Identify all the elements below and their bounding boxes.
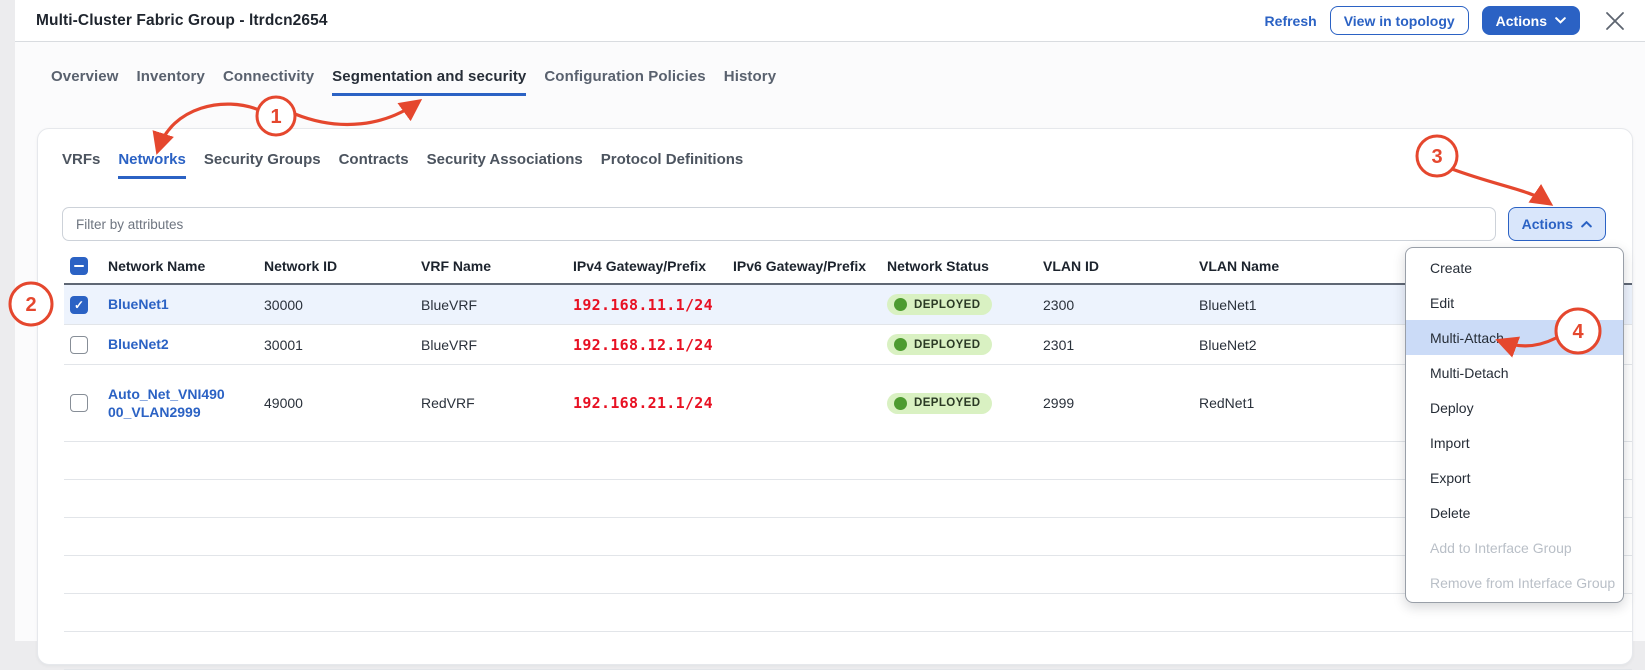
close-icon[interactable] [1603,9,1627,33]
status-dot-icon [894,397,907,410]
row-checkbox[interactable] [70,296,88,314]
status-badge: DEPLOYED [887,334,992,355]
menu-item-export[interactable]: Export [1406,460,1623,495]
title-bar-controls: Refresh View in topology Actions [1265,6,1627,35]
menu-item-multi-detach[interactable]: Multi-Detach [1406,355,1623,390]
menu-item-multi-attach[interactable]: Multi-Attach [1406,320,1623,355]
status-dot-icon [894,298,907,311]
cell-network-id: 30001 [264,337,421,353]
cell-vlan-id: 2999 [1043,395,1199,411]
empty-row [64,518,1632,556]
empty-row [64,556,1632,594]
tab-overview[interactable]: Overview [51,68,119,96]
row-checkbox-cell [64,336,108,354]
chevron-up-icon [1581,221,1592,228]
row-checkbox-cell [64,296,108,314]
empty-row [64,594,1632,632]
cell-ipv4-gateway: 192.168.11.1/24 [573,296,733,314]
chevron-down-icon [1555,17,1566,24]
status-badge: DEPLOYED [887,393,992,414]
title-bar: Multi-Cluster Fabric Group - ltrdcn2654 … [15,0,1645,42]
table-toolbar: Actions [62,207,1606,241]
menu-item-add-to-interface-group: Add to Interface Group [1406,530,1623,565]
cell-network-status: DEPLOYED [887,393,1043,414]
cell-ipv4-gateway: 192.168.21.1/24 [573,394,733,412]
page-title: Multi-Cluster Fabric Group - ltrdcn2654 [36,12,328,30]
empty-row [64,442,1632,480]
tab-configuration-policies[interactable]: Configuration Policies [544,68,705,96]
cell-ipv4-gateway: 192.168.12.1/24 [573,336,733,354]
subtab-vrfs[interactable]: VRFs [62,151,100,179]
cell-network-name: BlueNet1 [108,295,264,313]
select-all-cell [64,257,108,275]
menu-item-create[interactable]: Create [1406,250,1623,285]
column-header-network-name: Network Name [108,258,264,274]
tab-inventory[interactable]: Inventory [137,68,205,96]
row-checkbox-cell [64,394,108,412]
select-all-checkbox[interactable] [70,257,88,275]
tab-segmentation-and-security[interactable]: Segmentation and security [332,68,526,96]
ipv4-gateway-value: 192.168.11.1/24 [573,296,713,314]
status-badge: DEPLOYED [887,294,992,315]
status-label: DEPLOYED [914,299,980,311]
cell-vrf-name: RedVRF [421,395,573,411]
network-name-link[interactable]: BlueNet2 [108,335,169,353]
subtab-protocol-definitions[interactable]: Protocol Definitions [601,151,744,179]
column-header-vrf-name: VRF Name [421,258,573,274]
cell-network-id: 30000 [264,297,421,313]
column-header-vlan-id: VLAN ID [1043,258,1199,274]
cell-network-name: Auto_Net_VNI49000_VLAN2999 [108,385,264,421]
network-name-link[interactable]: Auto_Net_VNI49000_VLAN2999 [108,385,232,421]
cell-vrf-name: BlueVRF [421,337,573,353]
tab-connectivity[interactable]: Connectivity [223,68,314,96]
status-dot-icon [894,338,907,351]
subtab-networks[interactable]: Networks [118,151,186,179]
subtab-contracts[interactable]: Contracts [339,151,409,179]
cell-vrf-name: BlueVRF [421,297,573,313]
cell-vlan-id: 2300 [1043,297,1199,313]
status-label: DEPLOYED [914,339,980,351]
status-label: DEPLOYED [914,397,980,409]
networks-card: VRFs Networks Security Groups Contracts Secu… [37,128,1633,665]
menu-item-remove-from-interface-group: Remove from Interface Group [1406,565,1623,600]
column-header-ipv6-gateway-prefix: IPv6 Gateway/Prefix [733,258,887,274]
sub-tab-bar: VRFs Networks Security Groups Contracts Secu… [62,151,743,179]
ipv4-gateway-value: 192.168.21.1/24 [573,394,713,412]
ipv4-gateway-value: 192.168.12.1/24 [573,336,713,354]
cell-vlan-id: 2301 [1043,337,1199,353]
cell-network-id: 49000 [264,395,421,411]
row-checkbox[interactable] [70,394,88,412]
subtab-security-groups[interactable]: Security Groups [204,151,321,179]
cell-network-status: DEPLOYED [887,334,1043,355]
view-in-topology-button[interactable]: View in topology [1330,6,1469,35]
menu-item-import[interactable]: Import [1406,425,1623,460]
menu-item-deploy[interactable]: Deploy [1406,390,1623,425]
refresh-link[interactable]: Refresh [1265,13,1317,29]
subtab-security-associations[interactable]: Security Associations [427,151,583,179]
header-actions-button[interactable]: Actions [1482,6,1580,35]
menu-item-edit[interactable]: Edit [1406,285,1623,320]
fabric-group-modal: Multi-Cluster Fabric Group - ltrdcn2654 … [15,0,1645,641]
cell-network-status: DEPLOYED [887,294,1043,315]
network-name-link[interactable]: BlueNet1 [108,295,169,313]
row-checkbox[interactable] [70,336,88,354]
column-header-network-status: Network Status [887,258,1043,274]
tab-history[interactable]: History [724,68,776,96]
table-actions-button[interactable]: Actions [1508,207,1606,241]
empty-row [64,632,1632,670]
cell-network-name: BlueNet2 [108,335,264,353]
column-header-ipv4-gateway-prefix: IPv4 Gateway/Prefix [573,258,733,274]
menu-item-delete[interactable]: Delete [1406,495,1623,530]
empty-row [64,480,1632,518]
main-tab-bar: Overview Inventory Connectivity Segmentatio… [51,68,776,96]
page-background-gutter [0,0,16,641]
filter-input[interactable] [62,207,1496,241]
column-header-network-id: Network ID [264,258,421,274]
